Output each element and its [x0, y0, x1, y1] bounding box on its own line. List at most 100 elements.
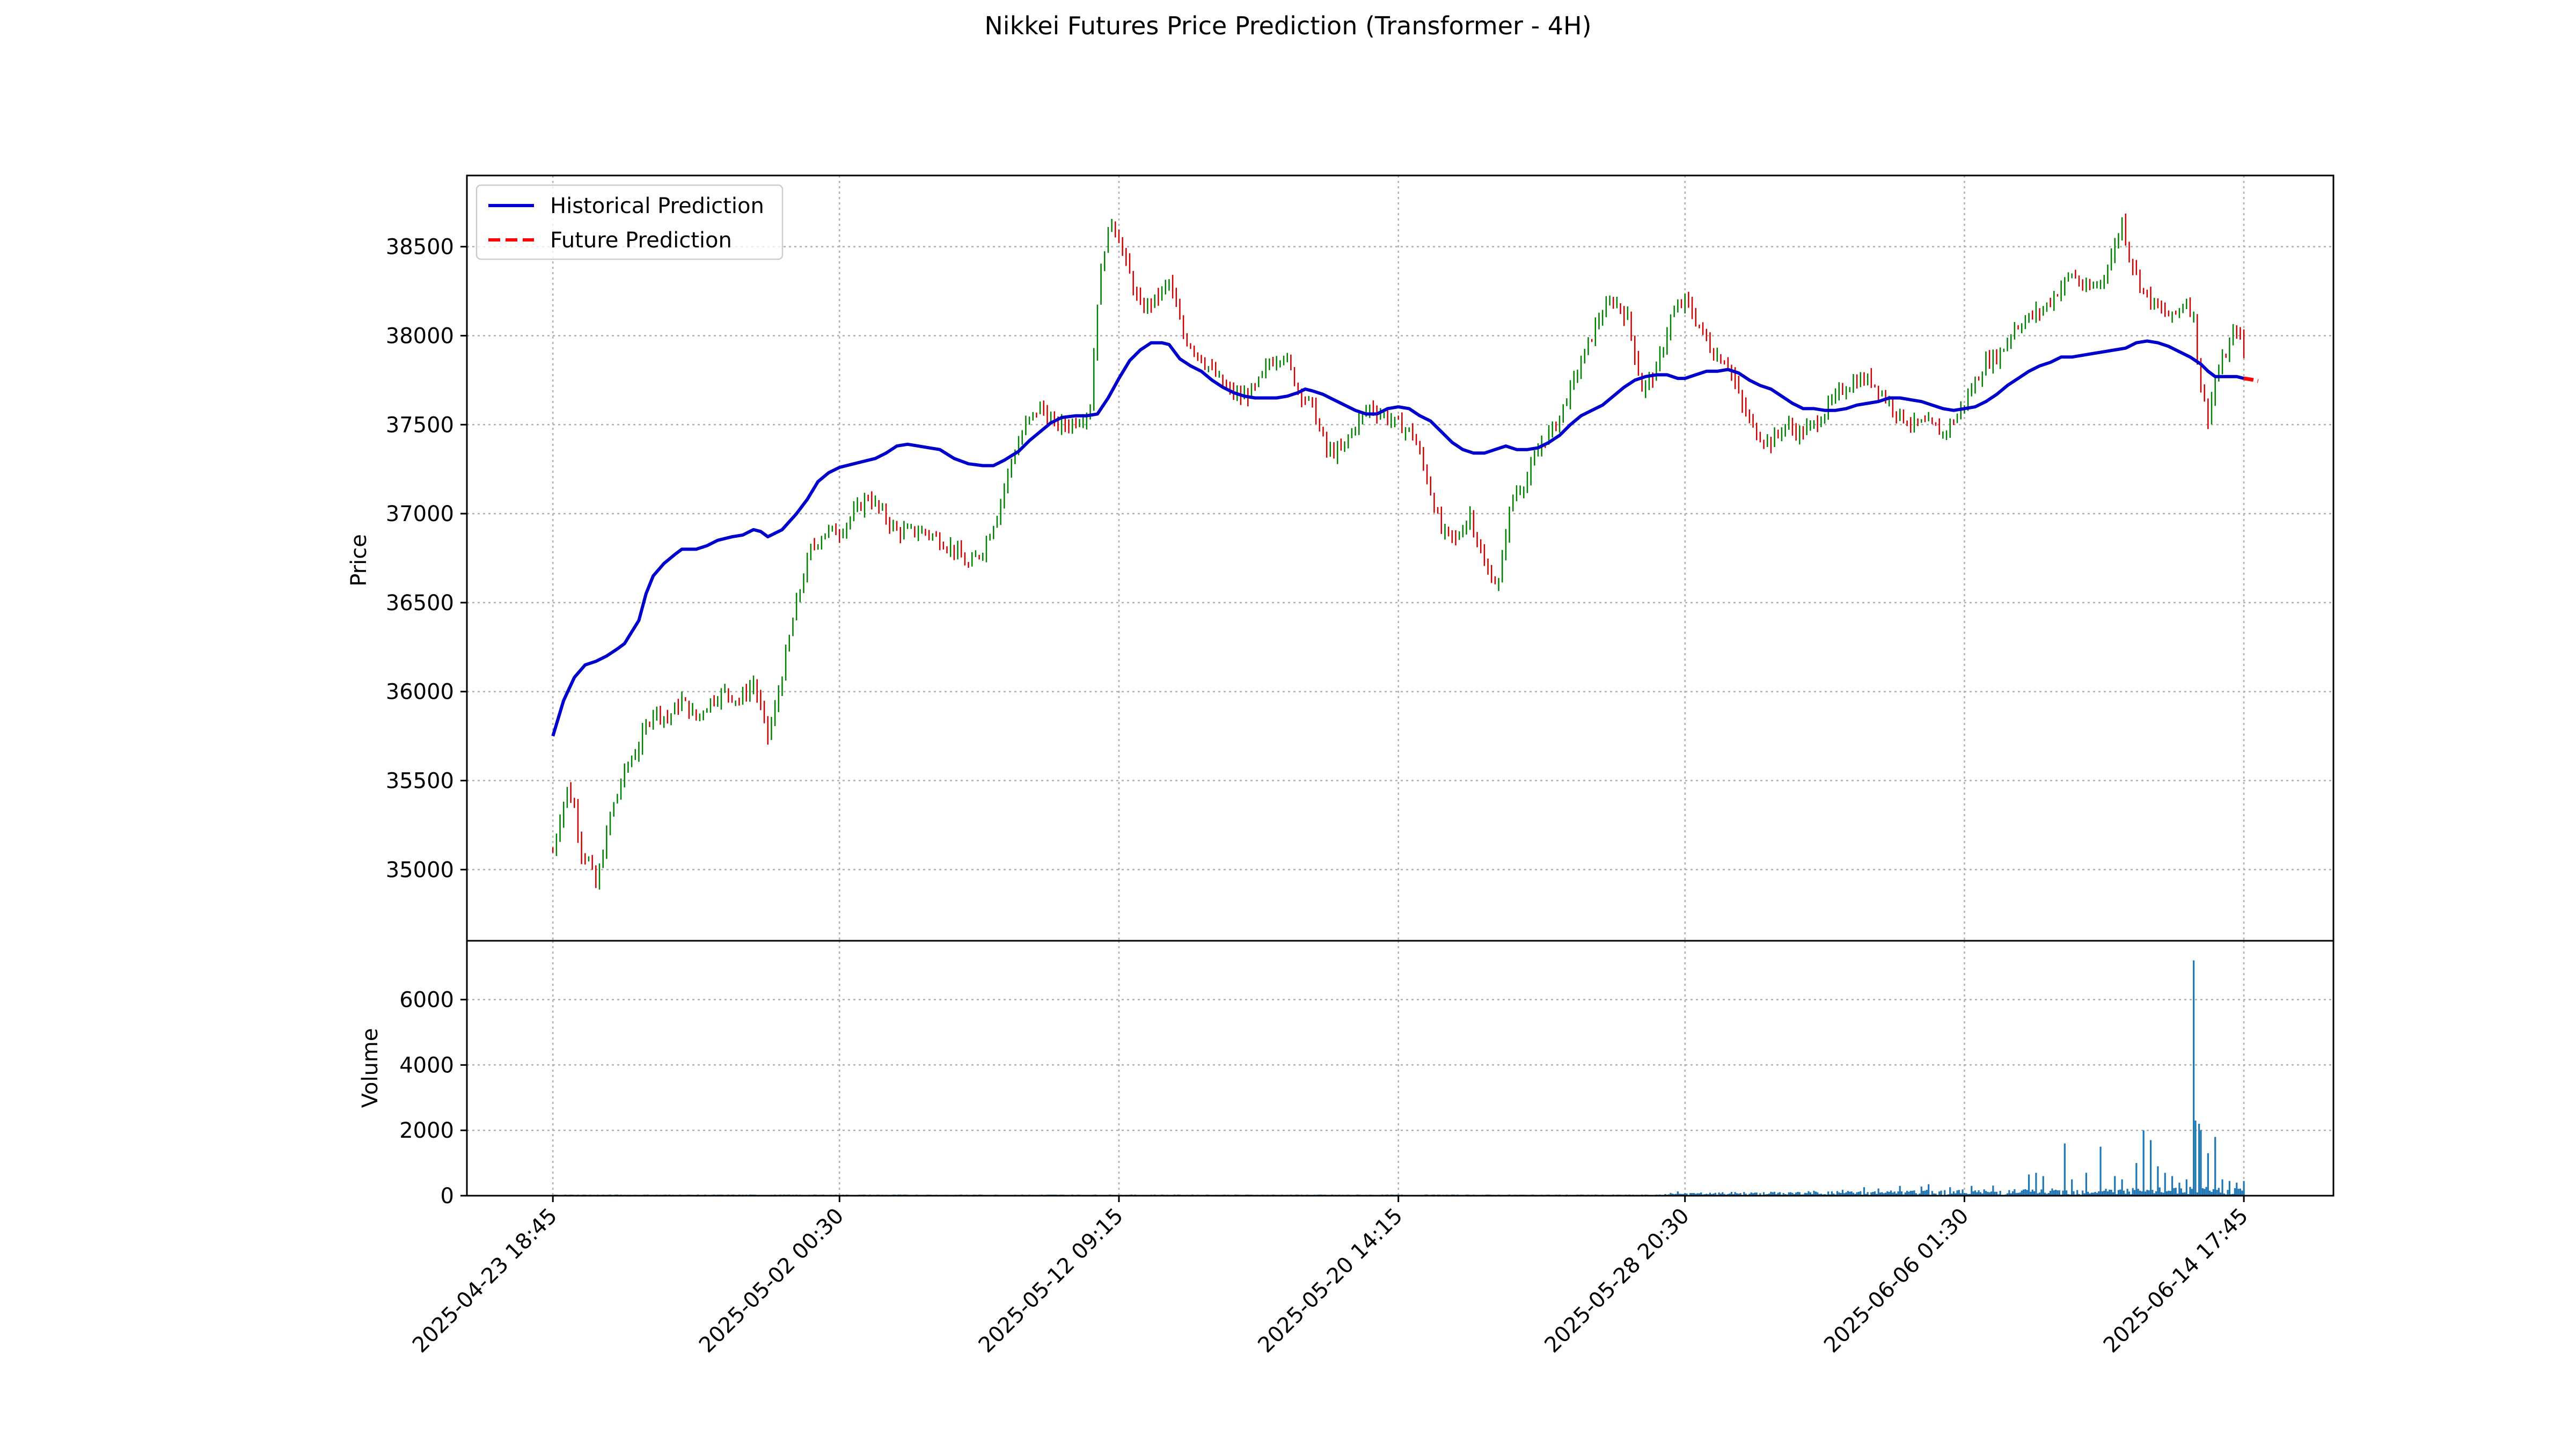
- volume-bar: [1915, 1193, 1917, 1196]
- volume-bar: [1664, 1194, 1666, 1196]
- volume-bar: [2160, 1192, 2163, 1196]
- volume-bar: [2109, 1189, 2111, 1196]
- volume-bar: [2162, 1192, 2164, 1196]
- volume-bar: [2078, 1194, 2080, 1196]
- price-y-tick-label: 35000: [386, 858, 454, 882]
- volume-bar: [2220, 1192, 2222, 1196]
- volume-bar: [2158, 1187, 2161, 1196]
- volume-bar: [1867, 1192, 1869, 1196]
- volume-bar: [1807, 1191, 1810, 1196]
- volume-y-tick-label: 2000: [399, 1118, 454, 1143]
- volume-bar: [2185, 1179, 2187, 1196]
- volume-bar: [1706, 1194, 1708, 1196]
- volume-bar: [1931, 1191, 1933, 1196]
- x-tick-label: 2025-06-14 17:45: [2099, 1204, 2253, 1358]
- volume-bar: [1976, 1192, 1978, 1196]
- volume-bar: [2137, 1189, 2139, 1196]
- price-y-tick-label: 36500: [386, 591, 454, 616]
- volume-bar: [2087, 1191, 2089, 1196]
- volume-bar: [2096, 1192, 2098, 1196]
- volume-bar: [2236, 1182, 2238, 1196]
- volume-bar: [1979, 1192, 1982, 1196]
- volume-bar: [2073, 1191, 2075, 1196]
- volume-bar: [2019, 1192, 2021, 1196]
- volume-y-tick-label: 4000: [399, 1053, 454, 1078]
- volume-bar: [1817, 1192, 1819, 1196]
- volume-bar: [1883, 1193, 1885, 1196]
- volume-bar: [2239, 1188, 2242, 1196]
- volume-bar: [1908, 1191, 1910, 1196]
- volume-bar: [1922, 1191, 1924, 1196]
- volume-bar: [1999, 1190, 2001, 1196]
- volume-bar: [2038, 1192, 2041, 1196]
- volume-bar: [2144, 1191, 2147, 1196]
- volume-bar: [1782, 1192, 1784, 1196]
- volume-bar: [1680, 1194, 1682, 1196]
- volume-grid: [467, 941, 2333, 1197]
- price-y-tick-label: 37000: [386, 502, 454, 526]
- legend: Historical Prediction Future Prediction: [475, 184, 784, 260]
- volume-bar: [2026, 1190, 2028, 1196]
- future-prediction-line: [2243, 376, 2259, 383]
- volume-bar: [2241, 1190, 2243, 1196]
- volume-bar: [1841, 1190, 1844, 1196]
- volume-bar: [1714, 1192, 1717, 1196]
- volume-bar: [2173, 1188, 2175, 1196]
- volume-bar: [2010, 1193, 2012, 1196]
- volume-bar: [2180, 1188, 2182, 1196]
- volume-bar: [2168, 1190, 2170, 1196]
- volume-bar: [1738, 1194, 1740, 1196]
- volume-axes-frame: [466, 940, 2334, 1197]
- volume-bar: [2177, 1194, 2179, 1196]
- volume-bar: [2044, 1192, 2046, 1196]
- volume-bar: [2194, 1120, 2197, 1196]
- volume-bar: [1679, 1194, 1681, 1196]
- volume-bar: [2155, 1191, 2157, 1196]
- price-y-tick-label: 36000: [386, 680, 454, 705]
- x-tick-label: 2025-06-06 01:30: [1819, 1204, 1973, 1358]
- volume-bar: [2175, 1188, 2177, 1196]
- volume-bar: [1709, 1192, 1711, 1196]
- volume-bar: [2031, 1189, 2033, 1196]
- volume-bar: [2112, 1192, 2114, 1196]
- volume-bar: [2171, 1176, 2174, 1196]
- volume-bar: [1912, 1190, 1914, 1196]
- volume-bar: [2196, 1192, 2198, 1196]
- volume-bar: [2024, 1189, 2026, 1196]
- volume-bar: [1831, 1191, 1833, 1196]
- volume-bar: [2142, 1130, 2145, 1196]
- volume-bar: [1938, 1191, 1941, 1196]
- volume-bar: [2076, 1190, 2079, 1196]
- volume-bar: [2189, 1187, 2191, 1196]
- volume-bar: [2098, 1191, 2100, 1196]
- volume-bar: [2017, 1192, 2019, 1196]
- volume-bar: [2008, 1190, 2010, 1196]
- volume-bar: [2094, 1191, 2096, 1196]
- volume-bar: [1843, 1193, 1846, 1196]
- volume-bar: [2014, 1189, 2016, 1196]
- volume-bar: [2092, 1192, 2095, 1196]
- volume-bar: [2040, 1189, 2043, 1196]
- volume-bar: [1895, 1193, 1898, 1196]
- volume-bar: [1881, 1192, 1883, 1196]
- volume-bar: [2207, 1153, 2209, 1196]
- volume-bar: [1827, 1191, 1829, 1196]
- legend-box: [475, 184, 784, 260]
- x-tick-label: 2025-05-28 20:30: [1540, 1204, 1694, 1358]
- prediction-lines: [551, 339, 2259, 737]
- volume-bar: [2110, 1189, 2112, 1196]
- volume-bar: [2101, 1191, 2104, 1196]
- volume-bar: [1811, 1194, 1813, 1196]
- volume-bar: [1913, 1190, 1915, 1196]
- volume-bar: [1686, 1193, 1688, 1196]
- volume-bar: [1852, 1192, 1855, 1196]
- volume-bar: [1824, 1194, 1826, 1196]
- volume-bar: [2042, 1176, 2044, 1196]
- volume-bar: [1719, 1194, 1722, 1196]
- volume-bar: [1791, 1192, 1794, 1196]
- volume-bar: [1877, 1188, 1879, 1196]
- volume-bar: [2139, 1190, 2141, 1196]
- volume-y-label: Volume: [358, 1028, 383, 1108]
- price-y-tick-label: 38000: [386, 324, 454, 348]
- volume-bar: [1750, 1192, 1752, 1196]
